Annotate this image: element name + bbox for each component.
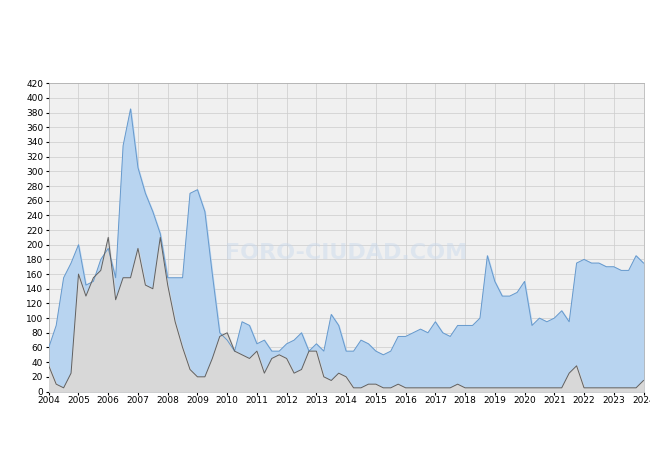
Text: Vila-real  -  Evolucion del Nº de Transacciones Inmobiliarias: Vila-real - Evolucion del Nº de Transacc…	[128, 13, 522, 26]
Text: FORO-CIUDAD.COM: FORO-CIUDAD.COM	[225, 243, 467, 263]
